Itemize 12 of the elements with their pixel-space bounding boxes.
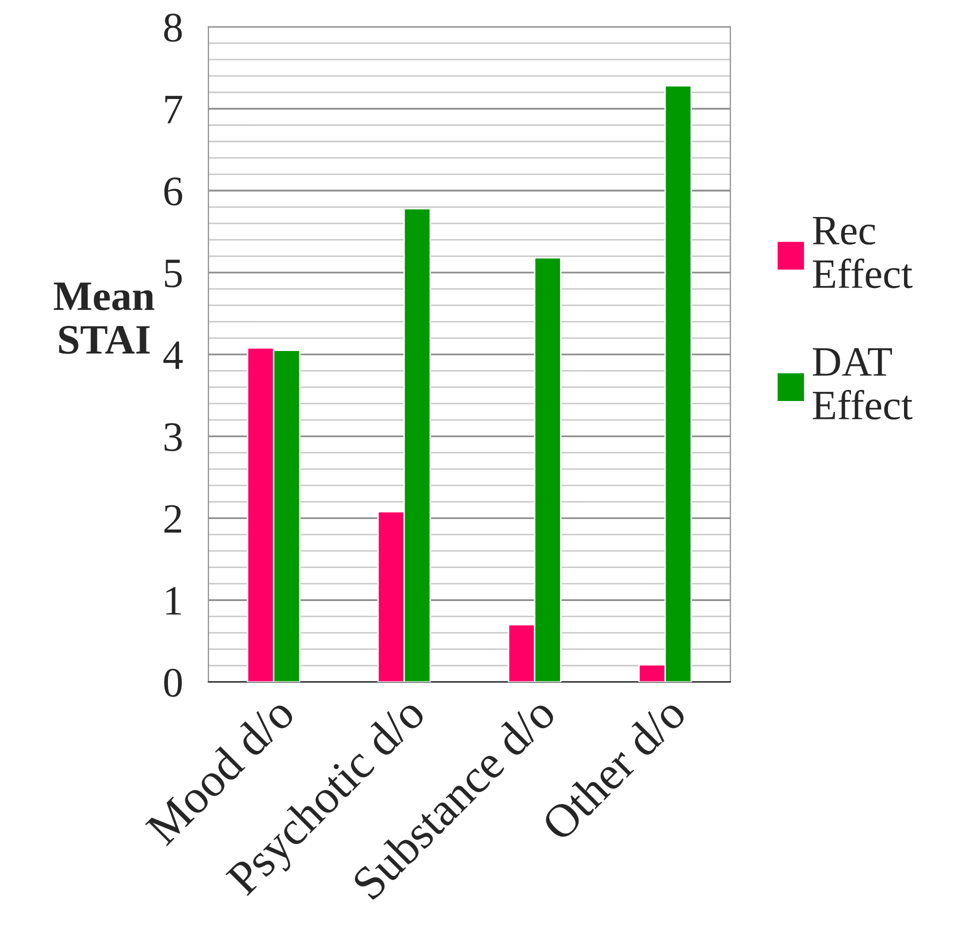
y-tick-label: 5 bbox=[164, 260, 182, 288]
y-axis-title: Mean STAI bbox=[54, 282, 154, 354]
y-tick-label: 1 bbox=[166, 587, 181, 615]
y-tick-label: 4 bbox=[163, 341, 183, 369]
y-tick-label: 8 bbox=[164, 14, 182, 42]
legend-label: Rec Effect bbox=[812, 216, 912, 288]
y-tick-label: 0 bbox=[164, 668, 182, 697]
y-tick-label: 7 bbox=[165, 96, 182, 124]
y-tick-label: 6 bbox=[164, 178, 182, 206]
y-tick-label: 2 bbox=[164, 505, 182, 533]
legend-label: DAT Effect bbox=[812, 348, 912, 420]
y-tick-label: 3 bbox=[164, 423, 182, 452]
